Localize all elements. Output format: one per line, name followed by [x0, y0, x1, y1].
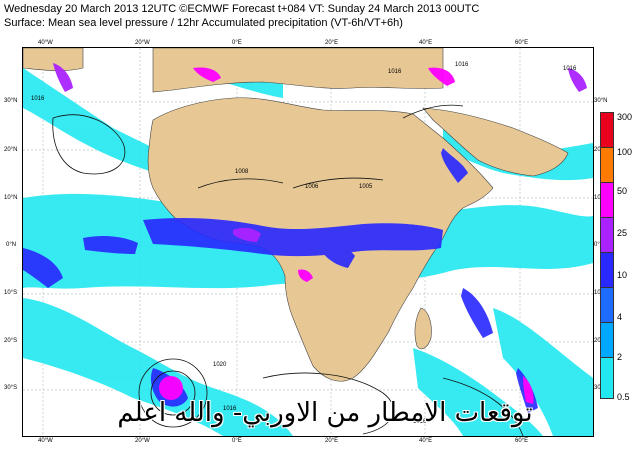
- left-lat-label: 30°N: [4, 98, 18, 104]
- legend-swatch-100: [600, 147, 614, 184]
- legend-label: 25: [617, 228, 628, 238]
- top-lon-label: 20°W: [135, 40, 150, 46]
- legend-label: 0.5: [617, 392, 630, 402]
- legend-label: 10: [617, 270, 628, 280]
- legend-swatch-300: [600, 112, 614, 149]
- left-lat-label: 20°N: [4, 147, 18, 153]
- bottom-lon-label: 0°E: [232, 438, 242, 444]
- legend-swatch-10: [600, 252, 614, 289]
- isobar-label: 1016: [31, 96, 45, 102]
- legend-swatch-0-5: [600, 357, 614, 399]
- bottom-lon-label: 60°E: [515, 438, 529, 444]
- isobar-label: 1006: [305, 184, 319, 190]
- overlay-caption: توقعات الامطار من الاوربي- والله اعلم: [117, 398, 533, 428]
- bottom-lon-label: 20°W: [135, 438, 150, 444]
- legend-swatch-4: [600, 287, 614, 324]
- legend-swatch-25: [600, 217, 614, 254]
- top-lon-label: 0°E: [232, 40, 242, 46]
- isobar-label: 1016: [455, 62, 469, 68]
- isobar-label: 1016: [223, 406, 237, 412]
- map-title: Wednesday 20 March 2013 12UTC ©ECMWF For…: [4, 3, 480, 15]
- isobar-label: 1016: [563, 66, 577, 72]
- legend-swatch-2: [600, 322, 614, 359]
- right-lat-label: 30°N: [594, 98, 608, 104]
- left-lat-label: 0°N: [6, 242, 17, 248]
- heavy-precip-areas: [53, 63, 587, 404]
- legend-swatch-50: [600, 182, 614, 219]
- legend-label: 100: [617, 147, 633, 157]
- top-lon-label: 40°E: [419, 40, 433, 46]
- left-lat-label: 20°S: [4, 338, 18, 344]
- legend-label: 300: [617, 112, 633, 122]
- top-lon-label: 60°E: [515, 40, 529, 46]
- forecast-map: 1016 1008 1006 1005 1016 1016 1020 1016 …: [22, 47, 594, 437]
- left-lat-label: 10°S: [4, 290, 18, 296]
- isobar-label: 1016: [413, 419, 427, 425]
- left-lat-label: 30°S: [4, 385, 18, 391]
- left-lat-label: 10°N: [4, 195, 18, 201]
- isobars: [52, 104, 524, 436]
- moderate-precip-areas: [23, 148, 538, 413]
- legend-label: 50: [617, 186, 628, 196]
- bottom-lon-label: 40°E: [419, 438, 433, 444]
- isobar-label: 1020: [213, 362, 227, 368]
- right-lat-label: 0°N: [594, 242, 604, 248]
- legend-label: 2: [617, 352, 623, 362]
- bottom-lon-label: 40°W: [38, 438, 53, 444]
- top-lon-label: 20°E: [325, 40, 339, 46]
- legend-label: 4: [617, 312, 623, 322]
- isobar-label: 1008: [235, 169, 249, 175]
- bottom-lon-label: 20°E: [325, 438, 339, 444]
- isobar-label: 1005: [359, 184, 373, 190]
- top-lon-label: 40°W: [38, 40, 53, 46]
- map-subtitle: Surface: Mean sea level pressure / 12hr …: [4, 17, 403, 29]
- isobar-label: 1016: [388, 69, 402, 75]
